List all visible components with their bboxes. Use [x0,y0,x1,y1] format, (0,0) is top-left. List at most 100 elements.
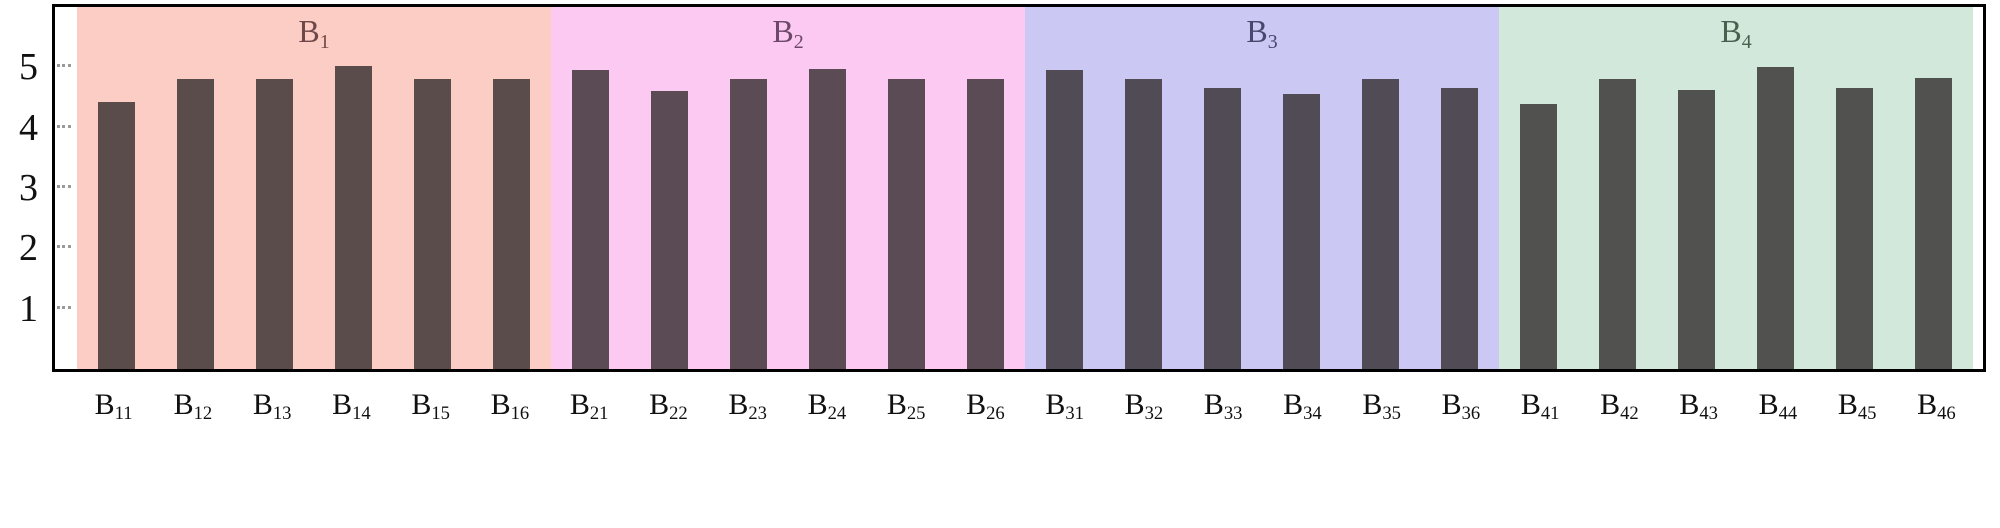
bar-B12 [176,79,215,369]
y-tick-mark-4 [57,124,71,128]
bar-B16 [492,79,531,369]
group-bands: B1 B2 B3 B4 [55,7,1983,369]
bar-slot-B36 [1420,7,1499,369]
x-tick-label-B22: B22 [649,388,688,425]
x-tick-label-B16: B16 [490,388,530,425]
bar-slot-B24 [788,7,867,369]
bar-B26 [966,79,1005,369]
x-tick-label-B15: B15 [411,388,450,425]
x-tick-label-B45: B45 [1837,388,1877,425]
x-tick-label-B46: B46 [1917,388,1956,425]
band-label-B1: B1 [298,13,330,53]
y-tick-label-3: 3 [19,167,38,209]
y-tick-marks [55,7,79,369]
bar-slot-B32 [1104,7,1183,369]
bar-B35 [1361,79,1400,369]
x-tick-label-B24: B24 [807,388,847,425]
x-tick-label-B23: B23 [728,388,767,425]
bar-slot-B21 [551,7,630,369]
bar-slot-B42 [1578,7,1657,369]
x-tick-label-B11: B11 [94,388,133,425]
bar-slot-B31 [1025,7,1104,369]
x-tick-label-B42: B42 [1600,388,1639,425]
x-tick-label-B31: B31 [1045,388,1084,425]
bar-B41 [1519,103,1558,369]
x-tick-label-B33: B33 [1203,388,1243,425]
bar-slot-B12 [156,7,235,369]
bar-slot-B23 [709,7,788,369]
bar-B21 [571,70,610,369]
y-axis: 1 2 3 4 5 [0,7,46,369]
y-tick-label-5: 5 [19,46,38,89]
x-tick-label-B36: B36 [1441,388,1481,425]
bar-slot-B11 [77,7,156,369]
x-tick-label-B44: B44 [1758,388,1798,425]
y-tick-mark-3 [57,185,71,188]
y-tick-label-2: 2 [19,227,38,270]
x-tick-label-B14: B14 [332,388,371,425]
y-tick-mark-2 [57,245,71,249]
band-B1: B1 [77,7,551,369]
x-label-group-B3: B31 B32 B33 B34 B35 B36 [1025,380,1501,436]
y-tick-label-4: 4 [19,106,38,149]
bar-slot-B26 [946,7,1025,369]
band-label-B4: B4 [1720,13,1752,53]
bar-B33 [1203,88,1242,369]
y-tick-mark-1 [57,305,71,309]
plot-area: B1 B2 B3 B4 [52,4,1986,372]
bar-slot-B45 [1815,7,1894,369]
band-label-B3: B3 [1246,13,1278,53]
bars-B4 [1499,7,1973,369]
bar-B15 [413,79,452,369]
band-label-B2: B2 [772,13,804,53]
x-label-group-B2: B21 B22 B23 B24 B25 B26 [550,380,1026,436]
x-tick-label-B13: B13 [252,388,292,425]
band-B4: B4 [1499,7,1973,369]
bar-B22 [650,91,689,369]
x-tick-label-B21: B21 [569,388,609,425]
bar-B45 [1835,88,1874,369]
bars-B1 [77,7,551,369]
x-tick-label-B32: B32 [1124,388,1164,425]
bar-slot-B15 [393,7,472,369]
bar-slot-B44 [1736,7,1815,369]
bar-B13 [255,79,294,369]
bar-B23 [729,79,768,369]
bar-slot-B22 [630,7,709,369]
bar-B43 [1677,90,1716,369]
x-tick-label-B12: B12 [173,388,213,425]
band-B2: B2 [551,7,1025,369]
bar-B46 [1914,78,1953,369]
bar-slot-B41 [1499,7,1578,369]
bar-B44 [1756,67,1795,369]
bars-B3 [1025,7,1499,369]
bar-B34 [1282,94,1321,369]
bar-slot-B34 [1262,7,1341,369]
x-tick-label-B25: B25 [886,388,926,425]
x-tick-label-B35: B35 [1362,388,1401,425]
bar-slot-B43 [1657,7,1736,369]
bar-slot-B25 [867,7,946,369]
band-B3: B3 [1025,7,1499,369]
x-tick-label-B43: B43 [1679,388,1718,425]
x-axis-labels: B11 B12 B13 B14 B15 B16 B21 B22 B23 B24 B25 B26 B31 B… [52,380,1986,436]
x-label-group-B1: B11 B12 B13 B14 B15 B16 [74,380,550,436]
y-tick-mark-5 [57,64,71,68]
bar-B32 [1124,79,1163,369]
bar-B36 [1440,88,1479,369]
y-tick-label-1: 1 [19,287,38,330]
bar-B25 [887,79,926,369]
bar-slot-B13 [235,7,314,369]
bar-B42 [1598,79,1637,369]
bar-slot-B35 [1341,7,1420,369]
x-tick-label-B41: B41 [1520,388,1560,425]
bar-slot-B33 [1183,7,1262,369]
bar-slot-B46 [1894,7,1973,369]
bar-B31 [1045,70,1084,369]
bar-B14 [334,66,373,369]
x-tick-label-B34: B34 [1283,388,1322,425]
bar-slot-B16 [472,7,551,369]
bar-B24 [808,68,847,369]
bars-B2 [551,7,1025,369]
bar-B11 [97,102,136,369]
